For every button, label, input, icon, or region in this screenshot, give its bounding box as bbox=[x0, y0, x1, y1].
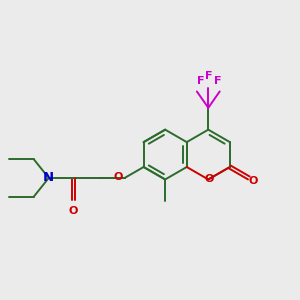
Text: F: F bbox=[214, 76, 221, 86]
Text: F: F bbox=[197, 76, 204, 86]
Text: O: O bbox=[204, 174, 214, 184]
Text: F: F bbox=[205, 71, 212, 81]
Text: O: O bbox=[249, 176, 258, 186]
Text: N: N bbox=[43, 172, 54, 184]
Text: O: O bbox=[69, 206, 78, 216]
Text: O: O bbox=[114, 172, 123, 182]
